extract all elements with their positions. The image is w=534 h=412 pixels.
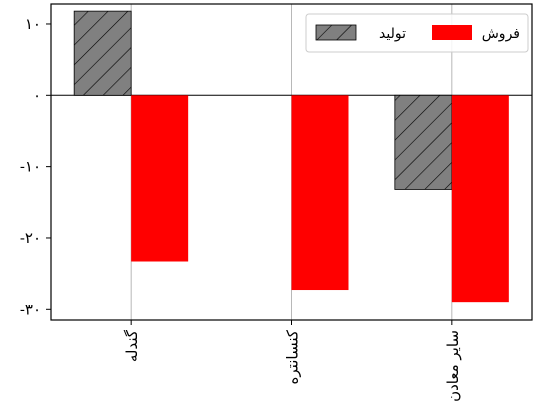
bar-series2-0: [131, 95, 189, 262]
y-tick-label: -۳۰: [20, 300, 41, 318]
bar-series2-2: [451, 95, 509, 303]
y-axis-ticks: ۱۰ ۰ -۱۰ -۲۰ -۳۰: [20, 15, 51, 318]
bar-series1-0: [73, 10, 132, 96]
y-tick-label: ۱۰: [25, 15, 41, 33]
bar-series1-2: [394, 94, 453, 190]
y-tick-label: -۱۰: [20, 158, 41, 176]
bars: [73, 10, 509, 303]
x-tick-label: گندله: [123, 329, 141, 362]
x-tick-label: سایر معادن: [444, 330, 462, 402]
x-tick-label: کنسانتره: [284, 329, 302, 384]
legend-label: فروش: [482, 26, 520, 42]
y-tick-label: -۲۰: [20, 229, 41, 247]
legend: تولید فروش: [305, 13, 529, 53]
legend-swatch: [432, 25, 472, 40]
x-axis-ticks: گندله کنسانتره سایر معادن: [123, 320, 462, 402]
legend-box: [305, 13, 529, 53]
bar-series2-1: [291, 95, 349, 291]
y-tick-label: ۰: [33, 86, 41, 104]
legend-label: تولید: [379, 26, 406, 42]
legend-swatch: [315, 24, 357, 41]
